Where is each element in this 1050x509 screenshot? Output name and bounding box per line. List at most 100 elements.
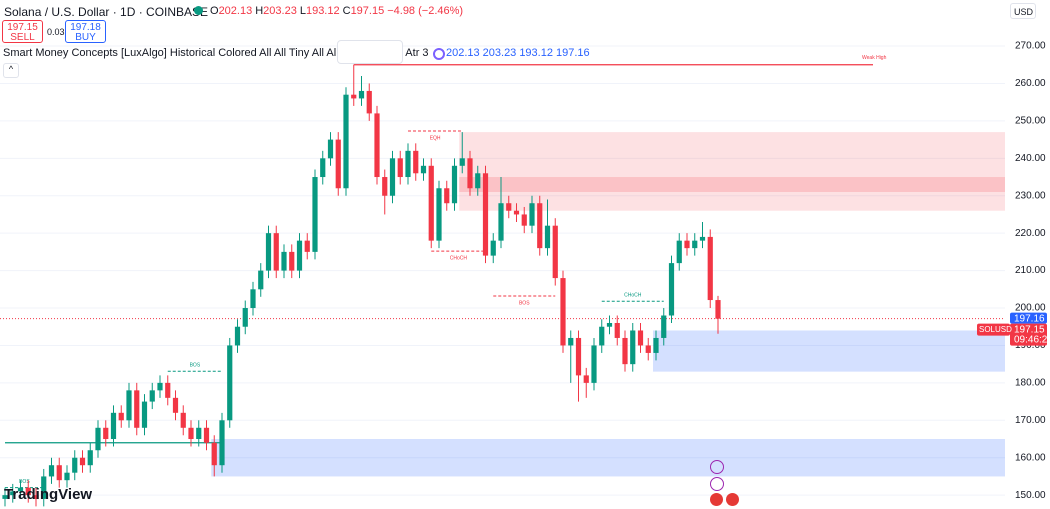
candle-body (444, 188, 450, 204)
candle-body (250, 289, 256, 309)
candle-body (95, 427, 101, 451)
structure-label: EQH (430, 135, 441, 141)
candle-body (273, 233, 279, 271)
ohlc-label: L (299, 5, 306, 17)
y-tick-label: 180.00 (1015, 378, 1046, 389)
candle-body (64, 472, 70, 481)
candle-body (10, 491, 16, 496)
candle-body (428, 165, 434, 241)
structure-label: CHoCH (624, 293, 642, 299)
candle-body (219, 420, 225, 466)
indicator-value: 202.13 (446, 47, 480, 59)
candle-body (475, 173, 481, 189)
ohlc-value: 197.15 (350, 5, 385, 17)
event-flag[interactable] (710, 493, 723, 506)
weak-high-label: Weak High (862, 55, 887, 61)
candle-body (211, 442, 217, 466)
candle-body (420, 165, 427, 174)
y-tick-label: 230.00 (1015, 190, 1046, 201)
status-dot (194, 6, 203, 15)
symbol: Solana / U.S. Dollar · 1D · COINBASE (4, 5, 209, 19)
zone (211, 439, 1005, 477)
bid-tag (1010, 312, 1047, 324)
indicator-toolbar[interactable] (337, 40, 403, 64)
candle-body (583, 375, 589, 383)
bid-tag-label: 197.16 (1014, 313, 1045, 324)
event-flag[interactable] (726, 493, 739, 506)
candle-body (327, 139, 334, 159)
sell-price: 197.15 (7, 22, 38, 33)
candle-body (366, 90, 372, 114)
y-tick-label: 250.00 (1015, 116, 1046, 127)
sell-button[interactable]: 197.15 SELL (2, 20, 43, 43)
candle-body (234, 326, 241, 346)
candle-body (382, 177, 388, 196)
candle-body (304, 240, 310, 252)
candle-body (196, 427, 202, 440)
y-tick-label: 260.00 (1015, 78, 1046, 89)
candle-body (25, 487, 31, 496)
candle-body (684, 240, 690, 249)
candle-body (358, 90, 365, 99)
candle-body (351, 94, 357, 99)
indicator-value: 203.23 (482, 47, 517, 59)
ohlc-label: O (210, 5, 219, 17)
candle-body (645, 345, 651, 353)
candle-body (79, 457, 86, 466)
buy-button[interactable]: 197.18 BUY (65, 20, 106, 43)
candle-body (668, 263, 675, 316)
collapse-button[interactable]: ^ (3, 63, 19, 78)
logo: TradingView (4, 486, 93, 503)
ohlc-value: 202.13 (218, 5, 253, 17)
candle-body (87, 450, 93, 466)
candle-body (436, 188, 442, 241)
candle-body (606, 322, 613, 327)
ohlc-value: 193.12 (305, 5, 340, 17)
candle-body (33, 495, 39, 499)
structure-label: BOS (190, 363, 201, 369)
candle-body (56, 465, 62, 481)
candle-body (157, 382, 163, 391)
candle-body (149, 390, 155, 402)
candle-body (172, 397, 179, 413)
candle-body (537, 203, 543, 249)
candle-body (126, 390, 132, 421)
candle-body (692, 240, 698, 249)
add-icon[interactable] (710, 460, 724, 474)
candle-body (506, 203, 512, 211)
candle-body (296, 240, 303, 271)
candle-body (498, 203, 504, 241)
structure-label: BOS (519, 300, 530, 306)
y-tick-label: 210.00 (1015, 265, 1046, 276)
currency[interactable]: USD (1010, 3, 1036, 19)
candle-body (335, 139, 341, 189)
buy-label: BUY (75, 32, 96, 43)
y-tick-label: 270.00 (1015, 41, 1046, 52)
candle-body (661, 315, 667, 338)
candle-body (103, 427, 109, 440)
candle-body (513, 210, 520, 215)
y-tick-label: 150.00 (1015, 490, 1046, 501)
structure-label: CHoCH (450, 255, 468, 261)
ohlc-label: C (342, 5, 351, 17)
candle-body (203, 427, 210, 443)
candle-body (521, 214, 527, 226)
y-tick-label: 200.00 (1015, 303, 1046, 314)
last-price-label: 197.15 (1014, 324, 1045, 335)
candle-body (141, 401, 148, 428)
buy-price: 197.18 (70, 22, 101, 33)
symbol-tag-label: SOLUSD (979, 325, 1012, 334)
candle-body (630, 330, 636, 365)
countdown: 09:46:28 (1014, 334, 1050, 345)
reload-icon[interactable] (433, 48, 445, 60)
candle-body (258, 270, 264, 290)
indicator-name: Smart Money Concepts [LuxAlgo] Historica… (3, 47, 429, 59)
alert-icon[interactable] (710, 477, 724, 491)
candle-body (575, 337, 582, 376)
candle-body (707, 236, 713, 301)
candle-body (544, 225, 551, 249)
candle-body (374, 113, 380, 178)
zone (459, 132, 1005, 211)
